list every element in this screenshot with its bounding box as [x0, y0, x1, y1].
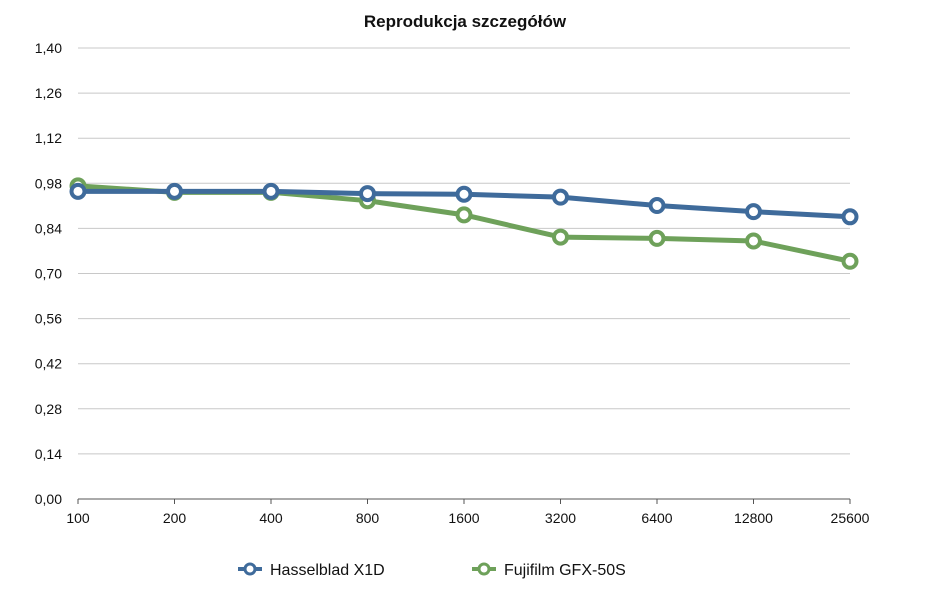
data-point [648, 229, 666, 247]
y-tick-label: 1,40 [35, 40, 62, 56]
legend: Hasselblad X1D Fujifilm GFX-50S [238, 562, 626, 579]
x-tick-label: 800 [356, 510, 380, 526]
y-tick-label: 0,84 [35, 220, 62, 236]
data-point [745, 232, 762, 250]
x-tick-label: 1600 [448, 510, 479, 526]
x-tick-label: 100 [66, 510, 90, 526]
legend-label: Hasselblad X1D [270, 562, 385, 579]
data-point [359, 185, 376, 203]
data-point [841, 252, 859, 270]
x-tick-label: 12800 [734, 510, 773, 526]
y-tick-label: 0,14 [35, 446, 62, 462]
data-point [745, 203, 762, 221]
chart-title: Reprodukcja szczegółów [364, 12, 567, 31]
series-group [69, 177, 859, 270]
data-point [841, 208, 859, 226]
legend-item: Hasselblad X1D [238, 562, 385, 579]
grid-lines [78, 47, 850, 500]
data-point [648, 197, 666, 215]
legend-marker [477, 562, 491, 576]
legend-item: Fujifilm GFX-50S [472, 562, 626, 579]
data-point [552, 188, 569, 206]
y-tick-label: 0,70 [35, 266, 62, 282]
data-point [69, 182, 87, 200]
y-tick-label: 1,26 [35, 85, 62, 101]
y-tick-label: 0,98 [35, 175, 62, 191]
series-0 [69, 182, 859, 226]
data-point [552, 228, 569, 246]
x-tick-label: 3200 [545, 510, 576, 526]
x-tick-label: 6400 [641, 510, 672, 526]
y-tick-label: 0,56 [35, 311, 62, 327]
legend-label: Fujifilm GFX-50S [504, 562, 626, 579]
data-point [455, 206, 473, 224]
x-tick-label: 25600 [831, 510, 870, 526]
y-axis-ticks: 0,00 0,14 0,28 0,42 0,56 0,70 0,84 0,98 1,12 1,26… [35, 40, 62, 507]
data-point [455, 185, 473, 203]
x-tick-label: 200 [163, 510, 187, 526]
y-tick-label: 0,28 [35, 401, 62, 417]
data-point [166, 182, 183, 200]
x-tick-label: 400 [259, 510, 283, 526]
y-tick-label: 0,00 [35, 491, 62, 507]
y-tick-label: 0,42 [35, 356, 62, 372]
data-point [262, 182, 280, 200]
x-axis-ticks: 100 200 400 800 1600 3200 6400 12800 25600 [66, 499, 870, 526]
legend-marker [243, 562, 257, 576]
y-tick-label: 1,12 [35, 130, 62, 146]
